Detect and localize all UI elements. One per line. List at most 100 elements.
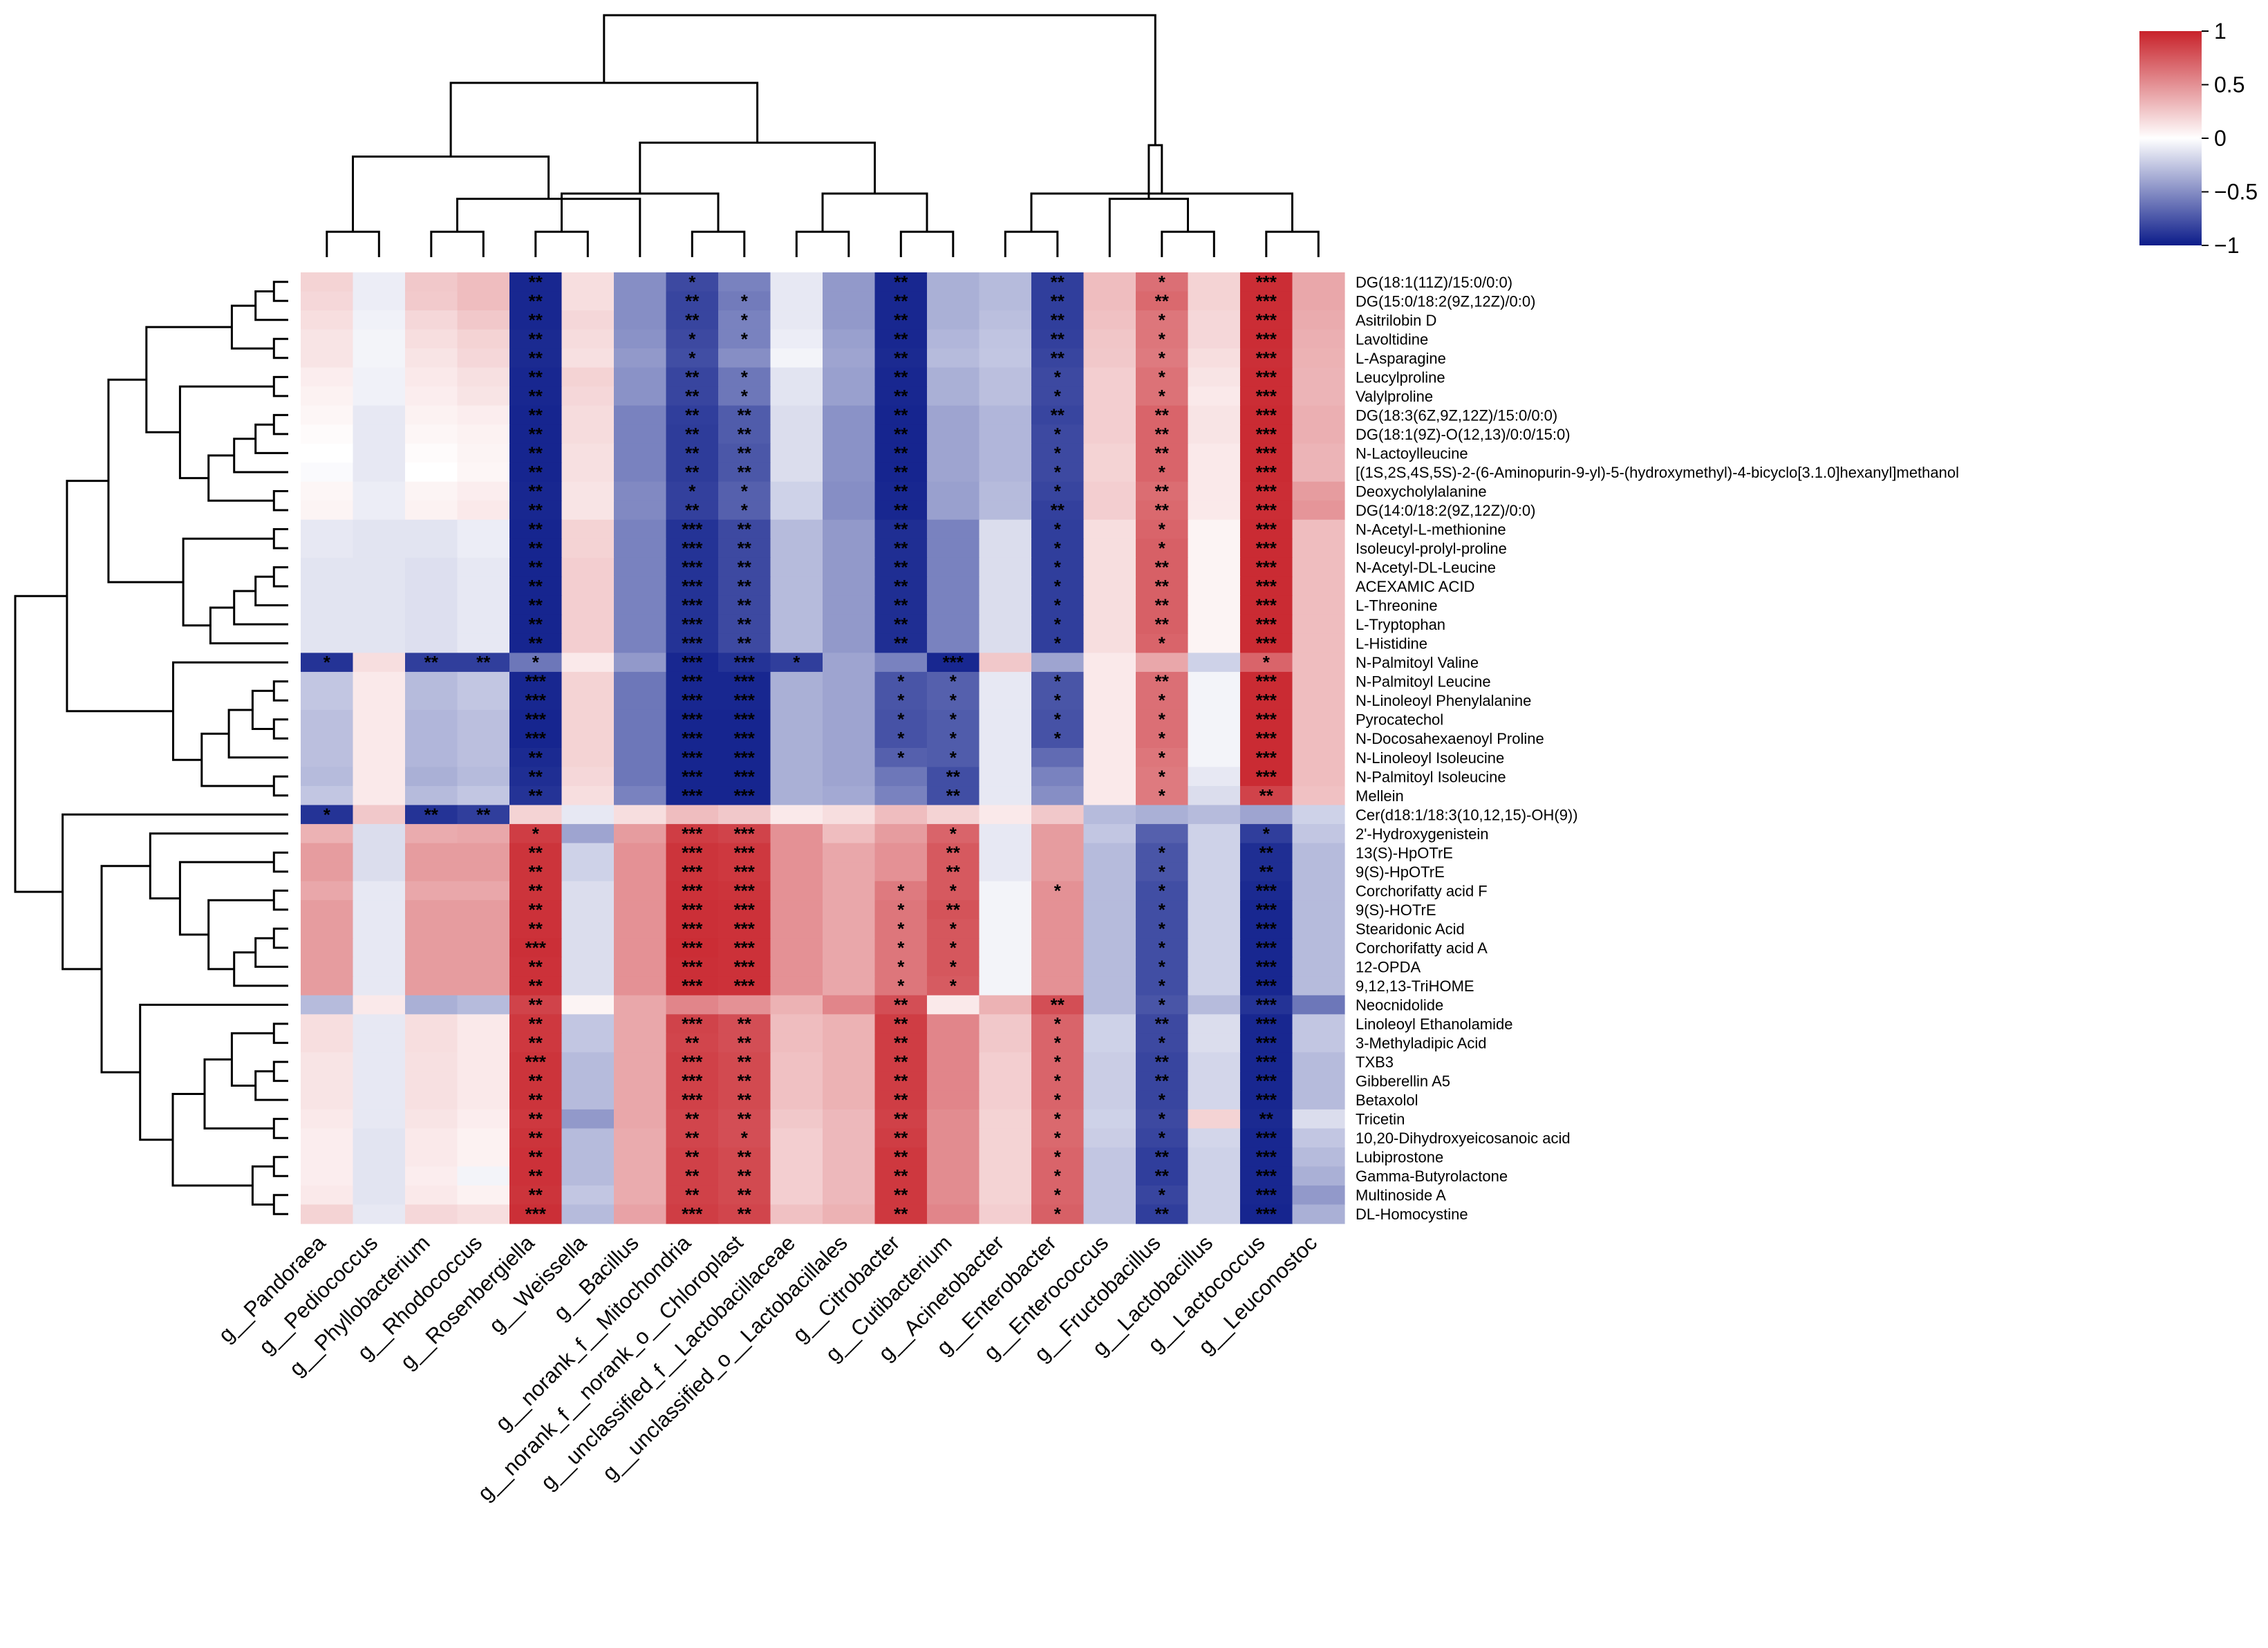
heatmap-cell <box>1240 386 1293 406</box>
heatmap-cell <box>1031 900 1085 920</box>
significance-mark: ** <box>894 366 908 387</box>
heatmap-cell <box>353 1147 406 1168</box>
heatmap-cell <box>405 329 458 349</box>
heatmap-cell <box>509 1109 563 1129</box>
significance-mark: *** <box>1256 1165 1277 1186</box>
heatmap-cell <box>1240 1033 1293 1053</box>
heatmap-cell <box>405 805 458 825</box>
significance-mark: *** <box>682 975 703 996</box>
heatmap-cell <box>1292 862 1345 882</box>
significance-mark: * <box>1054 1033 1062 1054</box>
heatmap-cell <box>1136 900 1189 920</box>
row-label: N-Lactoylleucine <box>1356 444 1468 462</box>
heatmap-cell <box>1188 424 1241 444</box>
significance-mark: *** <box>682 1013 703 1034</box>
significance-mark: ** <box>894 290 908 311</box>
significance-mark: ** <box>685 1185 700 1206</box>
heatmap-cell <box>718 310 771 330</box>
heatmap-cell <box>614 671 667 692</box>
heatmap-cell <box>718 900 771 920</box>
heatmap-cell <box>561 824 615 844</box>
heatmap-cell <box>1292 1204 1345 1224</box>
significance-mark: * <box>950 918 957 939</box>
heatmap-cell <box>823 843 876 863</box>
dendrogram-branch <box>230 1032 274 1087</box>
heatmap-cell <box>1083 367 1136 387</box>
significance-mark: *** <box>525 937 547 958</box>
heatmap-cell <box>1292 443 1345 463</box>
heatmap-cell <box>718 443 771 463</box>
significance-mark: ** <box>685 366 700 387</box>
heatmap-cell <box>874 919 928 939</box>
heatmap-cell <box>770 1185 823 1206</box>
colorbar-gradient <box>2139 31 2202 245</box>
significance-mark: * <box>1159 956 1166 977</box>
heatmap-cell <box>979 1052 1032 1072</box>
dendrogram-branch <box>899 230 955 257</box>
colorbar-tick-label: 0 <box>2214 126 2227 151</box>
heatmap-cell <box>405 862 458 882</box>
heatmap-cell <box>874 386 928 406</box>
significance-mark: *** <box>734 842 756 863</box>
heatmap-cell <box>561 671 615 692</box>
heatmap-cell <box>561 633 615 653</box>
significance-mark: *** <box>1256 500 1277 521</box>
heatmap-cell <box>1083 1128 1136 1148</box>
heatmap-cell <box>1136 786 1189 806</box>
heatmap-cell <box>666 729 719 749</box>
heatmap-cell <box>509 443 563 463</box>
significance-mark: ** <box>529 480 543 501</box>
significance-mark: * <box>950 956 957 977</box>
significance-mark: ** <box>738 1204 752 1224</box>
heatmap-cell <box>823 1128 876 1148</box>
heatmap-cell <box>1292 462 1345 483</box>
heatmap-cell <box>614 1071 667 1091</box>
heatmap-cell <box>1240 824 1293 844</box>
heatmap-cell <box>1136 500 1189 521</box>
heatmap-cell <box>718 424 771 444</box>
row-label: N-Palmitoyl Valine <box>1356 654 1479 671</box>
heatmap-cell <box>405 500 458 521</box>
dendrogram-branch <box>172 661 288 761</box>
heatmap-cell <box>614 1033 667 1053</box>
heatmap-cell <box>770 729 823 749</box>
heatmap-cell <box>823 938 876 958</box>
heatmap-cell <box>1240 976 1293 996</box>
heatmap-cell <box>718 1204 771 1224</box>
heatmap-cell <box>353 653 406 673</box>
heatmap-cell <box>1240 615 1293 635</box>
heatmap-cell <box>823 1109 876 1129</box>
heatmap-cell <box>718 1185 771 1206</box>
heatmap-cell <box>927 1071 980 1091</box>
significance-mark: * <box>1054 1204 1062 1224</box>
significance-mark: ** <box>894 500 908 521</box>
significance-mark: *** <box>1256 899 1277 920</box>
significance-mark: ** <box>894 1089 908 1110</box>
heatmap-cell <box>1240 1109 1293 1129</box>
heatmap-cell <box>457 443 510 463</box>
significance-mark: *** <box>1256 310 1277 330</box>
significance-mark: ** <box>738 1185 752 1206</box>
heatmap-cell <box>353 424 406 444</box>
heatmap-cell <box>1083 1166 1136 1186</box>
significance-mark: * <box>950 880 957 901</box>
heatmap-cell <box>666 405 719 425</box>
heatmap-cell <box>1292 709 1345 730</box>
heatmap-cell <box>561 615 615 635</box>
heatmap-cell <box>1136 367 1189 387</box>
heatmap-cell <box>1083 957 1136 977</box>
significance-mark: *** <box>734 709 756 730</box>
heatmap-cell <box>927 1109 980 1129</box>
heatmap-cell <box>1188 976 1241 996</box>
heatmap-cell <box>1031 577 1085 597</box>
heatmap-cell <box>770 443 823 463</box>
heatmap-cell <box>1031 386 1085 406</box>
heatmap-cell <box>1240 805 1293 825</box>
heatmap-cell <box>927 519 980 539</box>
heatmap-cell <box>666 824 719 844</box>
heatmap-cell <box>1292 310 1345 330</box>
heatmap-cell <box>1083 1090 1136 1110</box>
heatmap-cell <box>823 671 876 692</box>
significance-mark: ** <box>738 442 752 463</box>
significance-mark: * <box>1054 538 1062 559</box>
